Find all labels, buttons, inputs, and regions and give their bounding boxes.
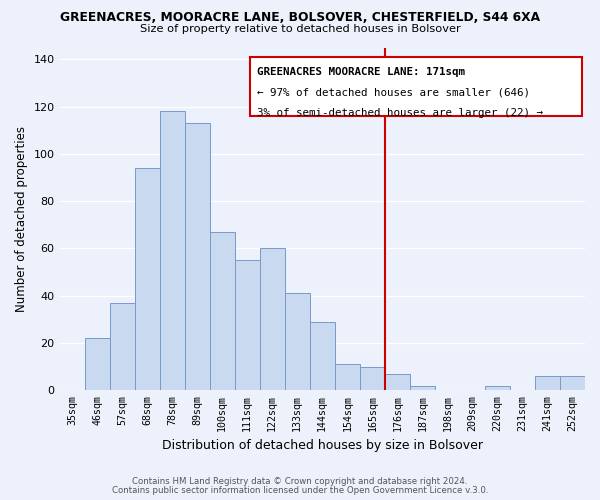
Bar [535, 376, 560, 390]
Text: Contains HM Land Registry data © Crown copyright and database right 2024.: Contains HM Land Registry data © Crown c… [132, 477, 468, 486]
Text: 3% of semi-detached houses are larger (22) →: 3% of semi-detached houses are larger (2… [257, 108, 543, 118]
Bar [360, 366, 385, 390]
Text: ← 97% of detached houses are smaller (646): ← 97% of detached houses are smaller (64… [257, 88, 530, 98]
FancyBboxPatch shape [250, 57, 583, 116]
Bar [260, 248, 285, 390]
Bar [110, 303, 134, 390]
Bar [485, 386, 510, 390]
Bar [385, 374, 410, 390]
Bar [410, 386, 435, 390]
Bar [285, 294, 310, 390]
X-axis label: Distribution of detached houses by size in Bolsover: Distribution of detached houses by size … [162, 440, 483, 452]
Text: GREENACRES, MOORACRE LANE, BOLSOVER, CHESTERFIELD, S44 6XA: GREENACRES, MOORACRE LANE, BOLSOVER, CHE… [60, 11, 540, 24]
Text: GREENACRES MOORACRE LANE: 171sqm: GREENACRES MOORACRE LANE: 171sqm [257, 68, 465, 78]
Y-axis label: Number of detached properties: Number of detached properties [15, 126, 28, 312]
Bar [235, 260, 260, 390]
Bar [134, 168, 160, 390]
Bar [185, 123, 209, 390]
Bar [85, 338, 110, 390]
Bar [335, 364, 360, 390]
Bar [310, 322, 335, 390]
Bar [209, 232, 235, 390]
Bar [560, 376, 585, 390]
Text: Contains public sector information licensed under the Open Government Licence v.: Contains public sector information licen… [112, 486, 488, 495]
Text: Size of property relative to detached houses in Bolsover: Size of property relative to detached ho… [140, 24, 460, 34]
Bar [160, 112, 185, 390]
